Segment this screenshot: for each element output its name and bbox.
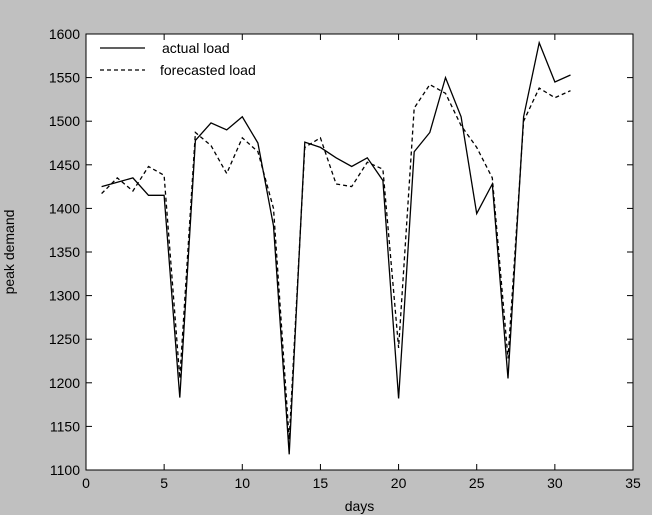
y-tick-label: 1450 <box>49 157 80 173</box>
y-tick-label: 1300 <box>49 288 80 304</box>
series-line-forecasted-load <box>101 83 571 440</box>
y-tick-label: 1500 <box>49 113 80 129</box>
x-tick-label: 30 <box>547 475 563 491</box>
x-tick-label: 35 <box>625 475 641 491</box>
plot-area <box>85 33 634 471</box>
y-tick-label: 1550 <box>49 70 80 86</box>
x-axis-label: days <box>345 498 375 514</box>
y-tick-label: 1150 <box>50 418 80 434</box>
series-lines <box>101 40 571 455</box>
y-tick-label: 1600 <box>49 26 80 42</box>
x-tick-label: 20 <box>391 475 407 491</box>
y-axis-label: peak demand <box>1 210 17 295</box>
x-tick-label: 15 <box>313 475 329 491</box>
y-tick-label: 1350 <box>49 244 80 260</box>
legend: actual load forecasted load <box>100 40 256 78</box>
x-tick-label: 10 <box>234 475 250 491</box>
x-tick-label: 0 <box>82 475 90 491</box>
legend-label-forecasted-load: forecasted load <box>160 62 256 78</box>
legend-label-actual-load: actual load <box>162 40 230 56</box>
y-tick-label: 1400 <box>49 200 80 216</box>
x-tick-label: 25 <box>469 475 485 491</box>
y-tick-label: 1250 <box>49 331 80 347</box>
y-tick-label: 1200 <box>49 375 80 391</box>
y-tick-label: 1100 <box>50 462 80 478</box>
y-axis-ticks: 1100 1150 1200 1250 1300 1350 1400 1450 1500 1550… <box>49 26 633 478</box>
x-axis-ticks: 0 5 10 15 20 25 30 35 <box>82 34 641 491</box>
x-tick-label: 5 <box>160 475 168 491</box>
